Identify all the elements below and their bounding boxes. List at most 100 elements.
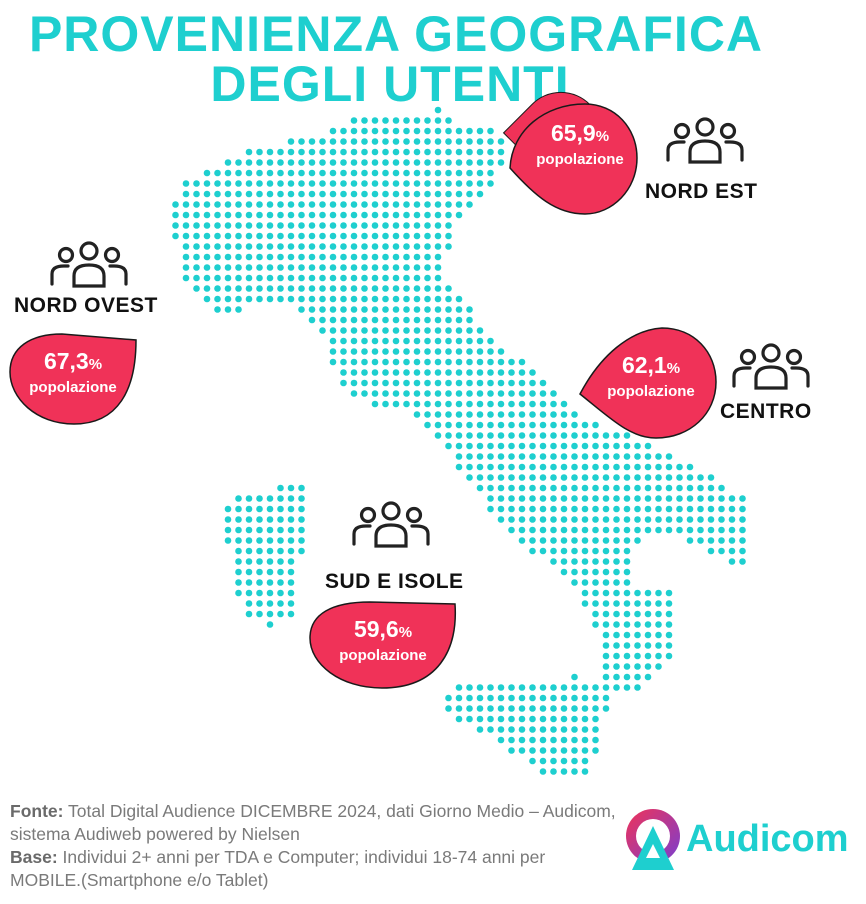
map-dot: [319, 211, 326, 219]
map-dot: [602, 516, 610, 523]
map-dot: [382, 327, 389, 334]
map-dot: [560, 421, 568, 429]
map-dot: [455, 369, 463, 376]
map-dot: [256, 180, 263, 187]
map-dot: [466, 316, 473, 324]
map-dot: [371, 211, 379, 219]
map-dot: [424, 117, 431, 124]
map-dot: [550, 726, 557, 733]
map-dot: [497, 453, 505, 460]
map-dot: [697, 495, 704, 502]
map-dot: [287, 547, 295, 555]
map-dot: [224, 180, 232, 187]
map-dot: [256, 159, 263, 166]
map-dot: [424, 180, 431, 187]
map-dot: [739, 537, 746, 544]
map-dot: [560, 516, 568, 523]
map-dot: [245, 222, 253, 229]
map-dot: [277, 148, 284, 156]
map-dot: [518, 505, 526, 513]
map-dot: [308, 211, 316, 219]
map-dot: [329, 253, 337, 261]
map-dot: [466, 715, 473, 723]
map-dot: [445, 222, 452, 229]
map-dot: [214, 180, 221, 187]
map-dot: [707, 547, 715, 555]
map-dot: [361, 358, 368, 366]
map-dot: [361, 127, 368, 135]
map-dot: [613, 474, 620, 481]
map-dot: [413, 327, 421, 334]
map-dot: [455, 327, 463, 334]
map-dot: [497, 411, 505, 418]
map-dot: [445, 159, 452, 166]
map-dot: [455, 148, 463, 156]
map-dot: [602, 537, 610, 544]
map-dot: [308, 169, 316, 177]
map-dot: [497, 432, 505, 439]
map-dot: [235, 558, 242, 565]
map-dot: [424, 243, 431, 250]
map-dot: [455, 400, 463, 408]
map-dot: [392, 264, 400, 271]
map-dot: [623, 652, 631, 660]
map-dot: [308, 316, 316, 324]
map-dot: [245, 579, 253, 586]
map-dot: [235, 547, 242, 555]
map-dot: [340, 358, 347, 366]
map-dot: [277, 264, 284, 271]
map-dot: [361, 222, 368, 229]
map-dot: [298, 516, 305, 523]
map-dot: [308, 285, 316, 292]
map-dot: [560, 694, 568, 702]
map-dot: [403, 400, 410, 408]
map-dot: [434, 358, 442, 366]
map-dot: [350, 358, 358, 366]
map-dot: [455, 211, 463, 219]
map-dot: [476, 432, 484, 439]
map-dot: [466, 148, 473, 156]
map-dot: [350, 264, 358, 271]
map-dot: [560, 411, 568, 418]
map-dot: [592, 526, 599, 534]
map-dot: [571, 684, 578, 691]
map-dot: [329, 243, 337, 250]
map-dot: [214, 190, 221, 198]
map-dot: [214, 295, 221, 303]
map-dot: [539, 442, 547, 450]
map-dot: [298, 537, 305, 544]
map-dot: [508, 747, 515, 754]
bubble-shape-nord-ovest: [9, 333, 137, 425]
map-dot: [581, 589, 589, 597]
map-dot: [644, 505, 652, 513]
map-dot: [455, 138, 463, 145]
map-dot: [256, 600, 263, 607]
map-dot: [266, 211, 274, 219]
map-dot: [571, 547, 578, 555]
map-dot: [382, 243, 389, 250]
map-dot: [361, 190, 368, 198]
map-dot: [382, 316, 389, 324]
map-dot: [193, 274, 200, 282]
map-dot: [224, 243, 232, 250]
map-dot: [445, 117, 452, 124]
map-dot: [539, 390, 547, 397]
map-dot: [560, 463, 568, 471]
map-dot: [476, 327, 484, 334]
map-dot: [655, 484, 662, 492]
map-dot: [539, 684, 547, 691]
map-dot: [403, 327, 410, 334]
map-dot: [655, 474, 662, 481]
map-dot: [676, 526, 683, 534]
map-dot: [403, 306, 410, 313]
map-dot: [518, 484, 526, 492]
map-dot: [466, 684, 473, 691]
map-dot: [560, 757, 568, 765]
map-dot: [550, 432, 557, 439]
map-dot: [413, 316, 421, 324]
map-dot: [445, 694, 452, 702]
map-dot: [434, 148, 442, 156]
map-dot: [581, 537, 589, 544]
map-dot: [529, 757, 536, 765]
map-dot: [340, 295, 347, 303]
